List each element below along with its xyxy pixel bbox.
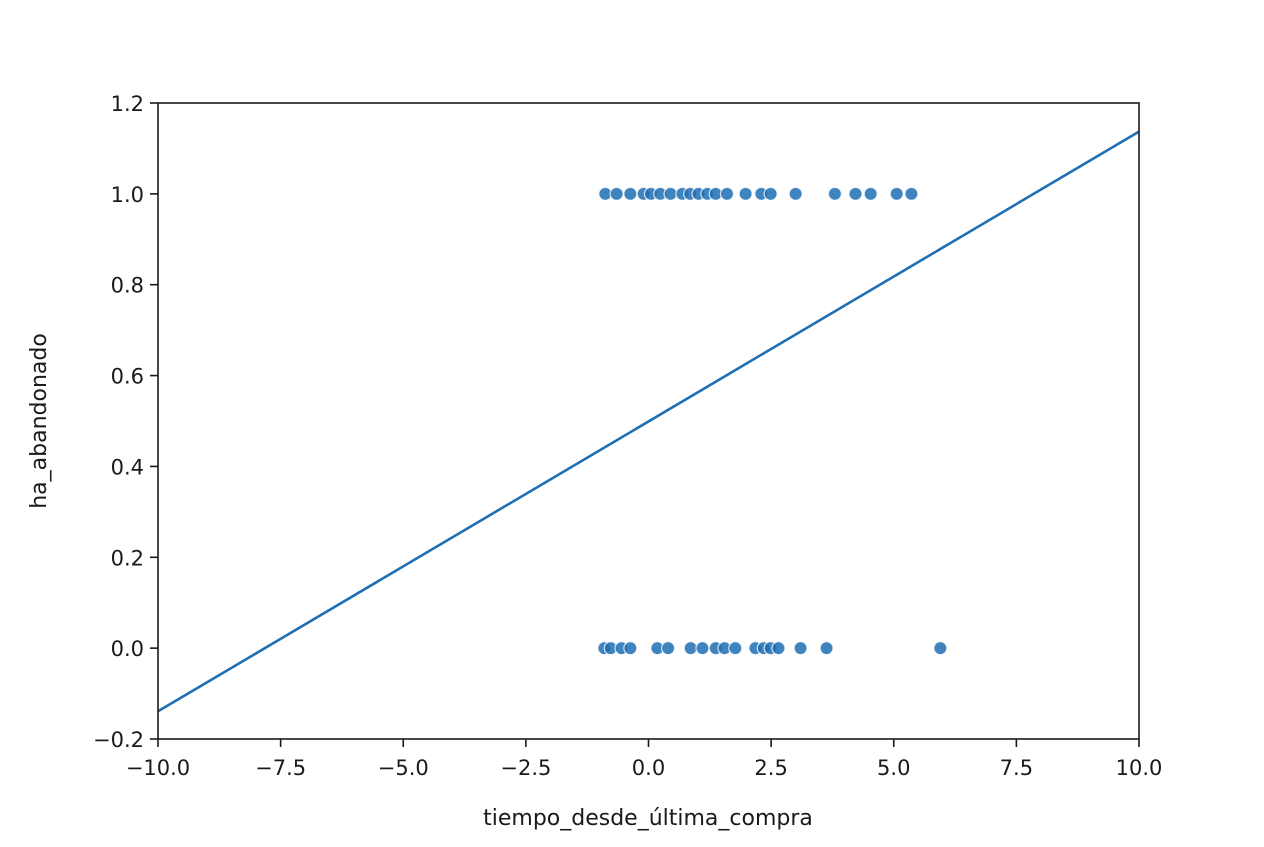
data-point bbox=[848, 186, 863, 201]
y-tick-label: −0.2 bbox=[93, 728, 144, 752]
data-point bbox=[728, 641, 743, 656]
data-point bbox=[663, 186, 678, 201]
x-tick-label: 2.5 bbox=[754, 756, 787, 780]
x-tick-label: −7.5 bbox=[255, 756, 306, 780]
data-point bbox=[904, 186, 919, 201]
data-point bbox=[623, 641, 638, 656]
x-tick-label: −10.0 bbox=[126, 756, 190, 780]
y-tick-label: 0.2 bbox=[111, 546, 144, 570]
x-axis-label: tiempo_desde_última_compra bbox=[483, 806, 813, 831]
x-tick-label: 7.5 bbox=[1000, 756, 1033, 780]
data-point bbox=[719, 186, 735, 201]
y-tick-label: 0.8 bbox=[111, 274, 144, 298]
x-tick-label: 5.0 bbox=[877, 756, 910, 780]
data-point bbox=[793, 641, 808, 656]
data-point bbox=[819, 641, 834, 656]
data-point bbox=[863, 186, 878, 201]
data-point bbox=[827, 186, 842, 201]
x-axis: −10.0 −7.5 −5.0 −2.5 0.0 2.5 5.0 7.5 10.0 bbox=[126, 739, 1163, 780]
regression-line bbox=[158, 130, 1139, 713]
y-tick-label: 1.0 bbox=[111, 183, 144, 207]
y-tick-label: 0.4 bbox=[111, 455, 144, 479]
x-tick-label: 0.0 bbox=[632, 756, 665, 780]
data-point bbox=[609, 186, 624, 201]
data-point bbox=[695, 641, 710, 656]
data-point bbox=[623, 186, 638, 201]
y-tick-label: 0.6 bbox=[111, 365, 144, 389]
y-axis-label: ha_abandonado bbox=[27, 333, 52, 509]
y-tick-label: 1.2 bbox=[111, 92, 144, 116]
data-point bbox=[771, 641, 786, 656]
data-point bbox=[933, 641, 948, 656]
data-point bbox=[763, 186, 778, 201]
x-tick-label: −2.5 bbox=[500, 756, 551, 780]
data-point bbox=[889, 186, 904, 201]
plot-area bbox=[158, 130, 1139, 713]
data-point bbox=[788, 186, 803, 201]
y-axis: −0.2 0.0 0.2 0.4 0.6 0.8 1.0 1.2 bbox=[93, 92, 158, 752]
data-point bbox=[661, 641, 676, 656]
data-point bbox=[738, 186, 753, 201]
x-tick-label: 10.0 bbox=[1116, 756, 1163, 780]
data-point bbox=[683, 641, 698, 656]
x-tick-label: −5.0 bbox=[378, 756, 429, 780]
y-tick-label: 0.0 bbox=[111, 637, 144, 661]
